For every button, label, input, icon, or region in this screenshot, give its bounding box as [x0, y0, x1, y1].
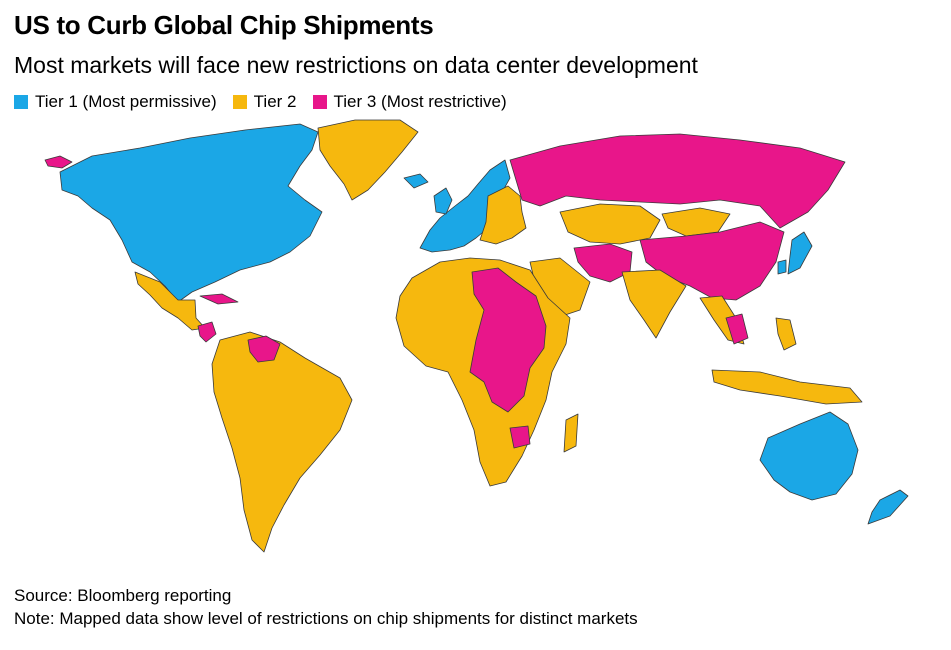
legend-item-tier1: Tier 1 (Most permissive) — [14, 92, 217, 112]
region-cuba — [199, 293, 239, 305]
legend-item-tier2: Tier 2 — [232, 92, 297, 112]
region-uk-ireland — [433, 187, 453, 215]
legend: Tier 1 (Most permissive) Tier 2 Tier 3 (… — [14, 92, 523, 112]
legend-item-tier3: Tier 3 (Most restrictive) — [312, 92, 507, 112]
source-note: Source: Bloomberg reporting — [14, 586, 232, 605]
region-north-america — [59, 123, 323, 303]
region-central-america-tier3 — [197, 321, 217, 343]
region-korea — [777, 259, 787, 275]
legend-swatch-tier2 — [232, 95, 247, 109]
region-russia — [509, 133, 846, 229]
legend-label-tier1: Tier 1 (Most permissive) — [35, 92, 217, 111]
region-iceland — [403, 173, 429, 189]
region-india — [621, 269, 687, 339]
region-venezuela — [247, 335, 281, 363]
region-japan — [787, 231, 813, 275]
chart-title: US to Curb Global Chip Shipments — [14, 10, 434, 40]
region-eastern-europe — [479, 185, 527, 245]
footnote: Note: Mapped data show level of restrict… — [14, 609, 638, 628]
chart-subtitle: Most markets will face new restrictions … — [14, 52, 698, 78]
region-western-europe — [419, 159, 511, 253]
legend-label-tier2: Tier 2 — [253, 92, 297, 111]
region-greenland — [317, 119, 419, 201]
region-south-america — [211, 331, 353, 553]
region-madagascar — [563, 413, 579, 453]
region-australia — [759, 411, 859, 501]
region-new-zealand — [867, 489, 909, 525]
legend-label-tier3: Tier 3 (Most restrictive) — [333, 92, 507, 111]
region-indonesia — [711, 369, 863, 405]
region-philippines — [775, 317, 797, 351]
world-map — [44, 119, 909, 553]
region-central-asia — [559, 203, 661, 245]
region-africa-tier3 — [469, 267, 547, 413]
legend-swatch-tier3 — [312, 95, 327, 109]
region-iran-afghanistan — [573, 243, 633, 283]
region-zimbabwe — [509, 425, 531, 449]
region-indochina-tier3 — [725, 313, 749, 345]
legend-swatch-tier1 — [14, 95, 28, 109]
region-chukotka — [44, 155, 73, 169]
